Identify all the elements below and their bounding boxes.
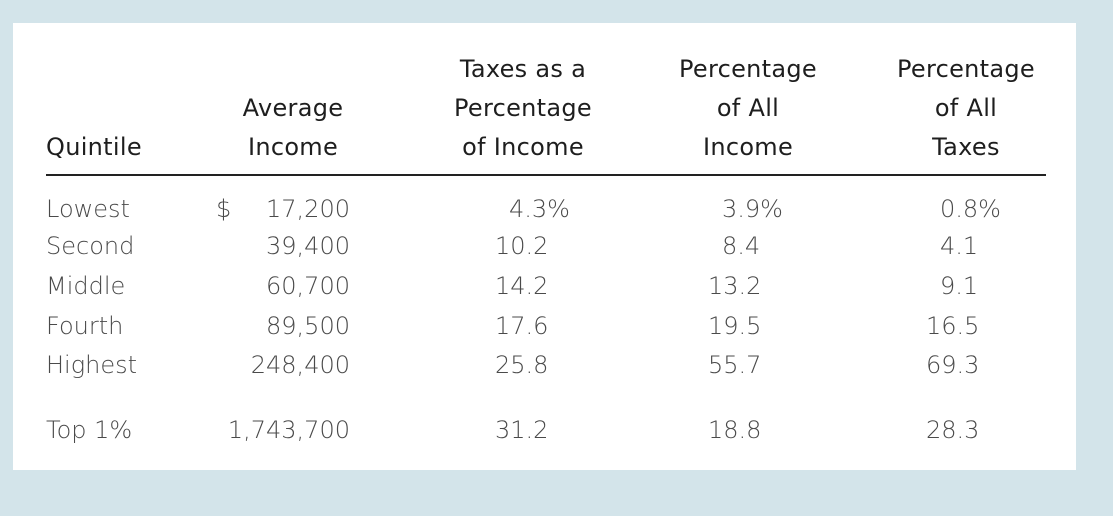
header-pct-all-taxes: Percentage of All Taxes — [886, 50, 1046, 167]
row-second-pct-taxes: 4.1 — [940, 232, 979, 260]
row-middle-pct-income: 13.2 — [708, 272, 762, 300]
row-highest-pct-taxes: 69.3 — [926, 351, 980, 379]
header-pct-income-line1: Percentage — [678, 55, 817, 83]
row-top1-taxes-pct: 31.2 — [495, 416, 549, 444]
row-second-average-income: 39,400 — [266, 232, 350, 260]
row-highest-quintile: Highest — [46, 351, 138, 379]
row-fourth-pct-taxes: 16.5 — [926, 312, 980, 340]
row-middle-average-income: 60,700 — [266, 272, 350, 300]
row-lowest-quintile: Lowest — [46, 195, 130, 223]
row-highest-average-income: 248,400 — [250, 351, 350, 379]
header-pct-taxes-line2: of All — [934, 94, 998, 122]
row-second-pct-income: 8.4 — [722, 232, 761, 260]
table-panel: Quintile Average Income Taxes as a Perce… — [13, 23, 1076, 470]
row-lowest-average-income: 17,200 — [266, 195, 350, 223]
header-quintile: Quintile — [46, 128, 142, 167]
header-divider — [46, 174, 1046, 176]
row-top1-pct-taxes: 28.3 — [926, 416, 980, 444]
row-top1-pct-income: 18.8 — [708, 416, 762, 444]
row-fourth-pct-income: 19.5 — [708, 312, 762, 340]
row-fourth-quintile: Fourth — [46, 312, 124, 340]
header-taxes-pct-income: Taxes as a Percentage of Income — [438, 50, 608, 167]
income-tax-table: Quintile Average Income Taxes as a Perce… — [13, 23, 1076, 470]
header-pct-taxes-line3: Taxes — [932, 133, 1000, 161]
row-lowest-pct-taxes: 0.8% — [940, 195, 1001, 223]
row-top1-quintile: Top 1% — [46, 416, 133, 444]
header-pct-income-line2: of All — [716, 94, 780, 122]
header-taxes-line2: Percentage — [453, 94, 592, 122]
header-pct-all-income: Percentage of All Income — [668, 50, 828, 167]
row-second-quintile: Second — [46, 232, 135, 260]
header-taxes-line1: Taxes as a — [459, 55, 587, 83]
row-middle-taxes-pct: 14.2 — [495, 272, 549, 300]
header-average-income: Average Income — [223, 89, 363, 167]
row-highest-taxes-pct: 25.8 — [495, 351, 549, 379]
row-fourth-average-income: 89,500 — [266, 312, 350, 340]
row-top1-average-income: 1,743,700 — [227, 416, 350, 444]
header-average-income-line1: Average — [242, 94, 344, 122]
row-middle-quintile: Middle — [46, 272, 126, 300]
header-average-income-line2: Income — [247, 133, 339, 161]
row-lowest-pct-income: 3.9% — [722, 195, 783, 223]
row-lowest-taxes-pct: 4.3% — [509, 195, 570, 223]
row-middle-pct-taxes: 9.1 — [940, 272, 979, 300]
row-fourth-taxes-pct: 17.6 — [495, 312, 549, 340]
header-taxes-line3: of Income — [462, 133, 584, 161]
row-highest-pct-income: 55.7 — [708, 351, 762, 379]
header-pct-income-line3: Income — [702, 133, 794, 161]
row-second-taxes-pct: 10.2 — [495, 232, 549, 260]
currency-symbol: $ — [216, 195, 232, 223]
header-pct-taxes-line1: Percentage — [896, 55, 1035, 83]
header-quintile-line1: Quintile — [46, 133, 142, 161]
